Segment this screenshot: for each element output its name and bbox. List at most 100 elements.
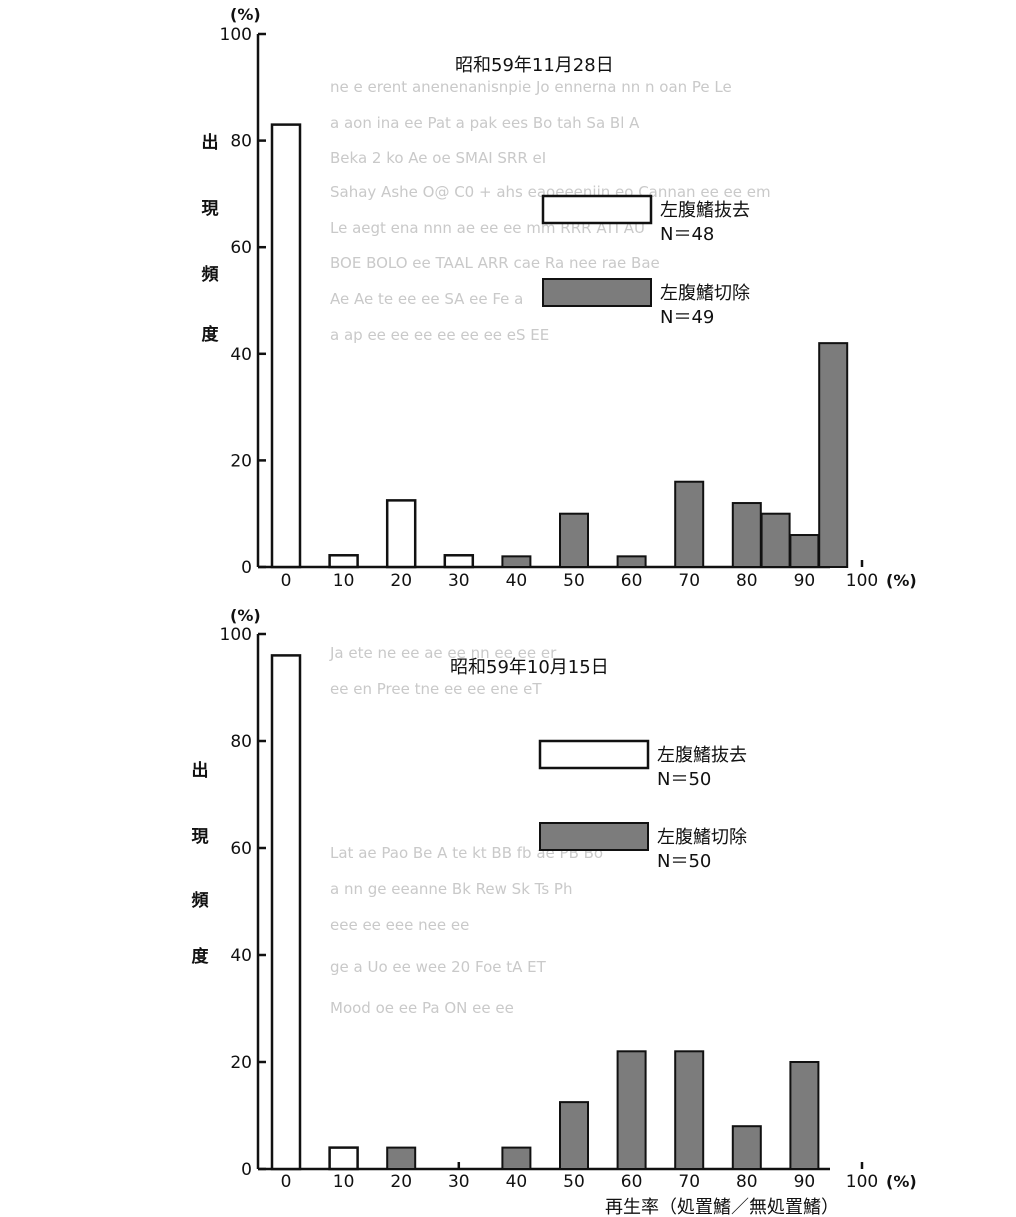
y-unit-label: (%): [230, 606, 261, 625]
bar-filled: [760, 512, 791, 569]
x-tick-label: 10: [333, 571, 355, 591]
x-tick-label: 0: [281, 571, 292, 591]
bar-filled: [789, 534, 820, 569]
y-axis-label-char: 度: [202, 324, 220, 345]
y-tick-label: 0: [241, 558, 252, 578]
y-unit-label: (%): [230, 5, 261, 24]
bar-filled: [616, 555, 647, 569]
y-tick-label: 40: [230, 345, 252, 365]
svg-text:a nn ge eeanne Bk Rew Sk Ts Ph: a nn ge eeanne Bk Rew Sk Ts Ph: [330, 880, 572, 898]
y-axis-label-char: 出: [192, 760, 209, 781]
x-tick-label: 50: [563, 571, 585, 591]
y-tick-label: 80: [230, 132, 252, 152]
y-axis-label-char: 出: [202, 132, 219, 153]
chart-title: 昭和59年10月15日: [450, 657, 609, 678]
x-tick-label: 10: [333, 1172, 355, 1192]
legend-swatch: [538, 739, 650, 770]
bar-filled: [789, 1061, 820, 1170]
x-tick-label: 90: [794, 571, 816, 591]
y-tick-label: 20: [230, 1053, 252, 1073]
x-axis-label: 再生率（処置鰭／無処置鰭）: [605, 1197, 839, 1217]
svg-text:ne e erent anenenanisnpie Jo e: ne e erent anenenanisnpie Jo ennerna nn …: [330, 78, 732, 96]
bar-open: [385, 499, 417, 569]
svg-text:ee en Pree tne ee ee ene eT: ee en Pree tne ee ee ene eT: [330, 680, 542, 698]
legend-swatch: [541, 194, 653, 225]
bar-filled: [674, 1050, 705, 1171]
svg-text:Lat ae Pao Be A te kt BB fb ae: Lat ae Pao Be A te kt BB fb ae PB Bo: [330, 844, 603, 862]
legend-n-label: N＝50: [657, 769, 711, 790]
svg-text:eee ee eee nee ee: eee ee eee nee ee: [330, 916, 469, 934]
svg-text:Beka 2 ko Ae oe SMAI SRR eI: Beka 2 ko Ae oe SMAI SRR eI: [330, 149, 546, 167]
x-unit-label: (%): [886, 571, 917, 590]
legend-n-label: N＝48: [660, 224, 714, 245]
legend-label: 左腹鰭切除: [657, 827, 747, 848]
x-tick-label: 30: [448, 571, 470, 591]
y-axis-label-char: 現: [202, 199, 219, 219]
legend-label: 左腹鰭抜去: [660, 200, 750, 221]
y-axis-label-char: 現: [192, 827, 209, 847]
y-tick-label: 100: [220, 625, 252, 645]
y-axis-label-char: 頻: [201, 264, 219, 285]
background-bleed-text: ne e erent anenenanisnpie Jo ennerna nn …: [329, 78, 771, 1017]
x-tick-label: 20: [390, 1172, 412, 1192]
x-tick-label: 0: [281, 1172, 292, 1192]
y-tick-label: 40: [230, 946, 252, 966]
chart-title: 昭和59年11月28日: [455, 55, 614, 76]
bar-open: [443, 554, 475, 569]
y-axis-label-char: 度: [192, 946, 210, 967]
x-tick-label: 70: [678, 1172, 700, 1192]
x-tick-label: 80: [736, 1172, 758, 1192]
y-tick-label: 0: [241, 1160, 252, 1180]
bar-filled: [731, 1125, 762, 1170]
x-unit-label: (%): [886, 1172, 917, 1191]
x-tick-label: 100: [846, 571, 878, 591]
legend-n-label: N＝50: [657, 851, 711, 872]
bar-filled: [731, 502, 762, 569]
x-tick-label: 30: [448, 1172, 470, 1192]
x-tick-label: 80: [736, 571, 758, 591]
legend-swatch: [542, 278, 652, 307]
y-tick-label: 60: [230, 839, 252, 859]
bar-filled: [616, 1050, 647, 1171]
legend-label: 左腹鰭切除: [660, 283, 750, 304]
legend-label: 左腹鰭抜去: [657, 745, 747, 766]
y-axis-label-char: 頻: [191, 890, 209, 911]
svg-text:a ap ee ee ee ee ee ee eS EE: a ap ee ee ee ee ee ee eS EE: [330, 326, 549, 344]
x-tick-label: 60: [621, 1172, 643, 1192]
svg-text:Mood oe ee Pa ON ee ee: Mood oe ee Pa ON ee ee: [330, 999, 514, 1017]
bar-open: [328, 554, 359, 569]
svg-text:Ja ete ne ee ae ee nn ee ee er: Ja ete ne ee ae ee nn ee ee er: [329, 644, 557, 662]
bar-filled: [501, 1146, 532, 1170]
y-tick-label: 80: [230, 732, 252, 752]
x-tick-label: 90: [794, 1172, 816, 1192]
y-tick-label: 60: [230, 238, 252, 258]
bar-open: [328, 1146, 359, 1171]
bar-filled: [501, 555, 532, 569]
x-tick-label: 70: [678, 571, 700, 591]
x-tick-label: 40: [506, 1172, 528, 1192]
bar-filled: [674, 480, 705, 568]
bar-open: [270, 123, 302, 569]
bar-filled: [818, 342, 849, 569]
x-tick-label: 60: [621, 571, 643, 591]
svg-text:Sahay Ashe O@ C0 + ahs eaoeeen: Sahay Ashe O@ C0 + ahs eaoeeeniin eo Can…: [330, 183, 771, 201]
bar-filled: [559, 512, 589, 569]
svg-text:BOE BOLO ee TAAL ARR cae Ra ne: BOE BOLO ee TAAL ARR cae Ra nee rae Bae: [330, 254, 660, 272]
bar-filled: [386, 1146, 417, 1170]
y-tick-label: 20: [230, 451, 252, 471]
x-tick-label: 20: [390, 571, 412, 591]
x-tick-label: 100: [846, 1172, 878, 1192]
bar-filled: [559, 1101, 589, 1170]
svg-text:ge a Uo ee wee 20 Foe tA ET: ge a Uo ee wee 20 Foe tA ET: [330, 958, 547, 976]
x-tick-label: 40: [506, 571, 528, 591]
y-tick-label: 100: [220, 25, 252, 45]
x-tick-label: 50: [563, 1172, 585, 1192]
bar-open: [270, 654, 302, 1171]
legend-swatch: [539, 822, 649, 851]
legend-n-label: N＝49: [660, 307, 714, 328]
svg-text:a aon ina ee Pat a pak ees Bo: a aon ina ee Pat a pak ees Bo tah Sa Bl …: [330, 114, 640, 132]
svg-text:Ae Ae te ee ee SA ee Fe a: Ae Ae te ee ee SA ee Fe a: [330, 290, 523, 308]
